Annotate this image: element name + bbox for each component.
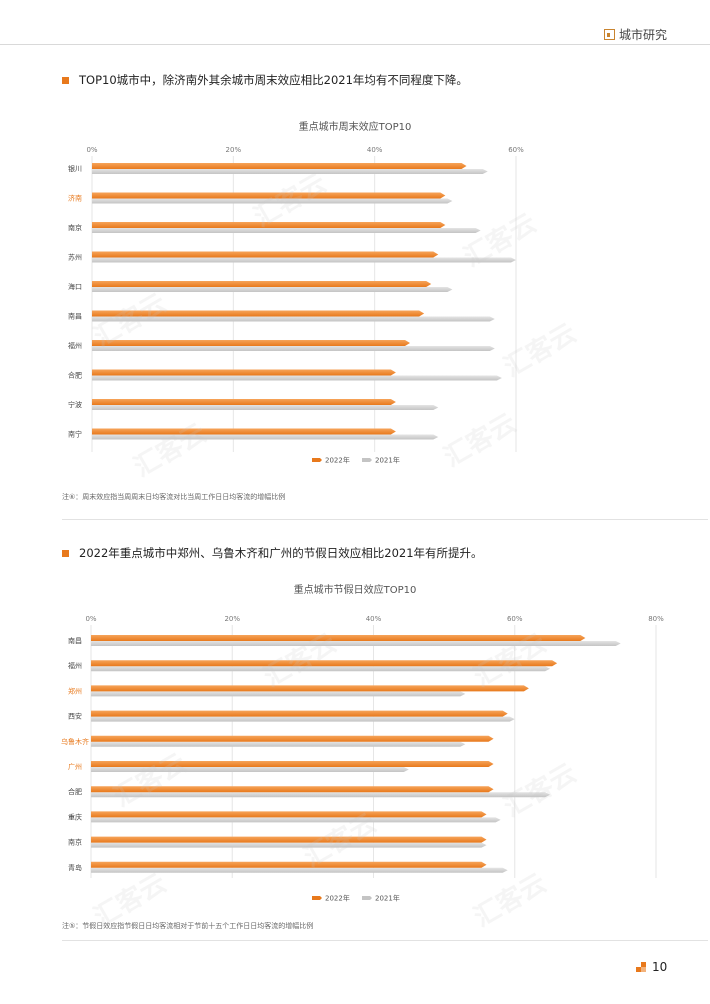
bar-2021 <box>92 434 439 440</box>
section-divider <box>62 519 708 520</box>
bar-2022 <box>91 836 487 843</box>
category-label: 西安 <box>68 712 82 721</box>
bar-2022 <box>91 710 508 717</box>
section-2-title: 2022年重点城市中郑州、乌鲁木齐和广州的节假日效应相比2021年有所提升。 <box>62 545 483 561</box>
bar-2021 <box>91 767 409 772</box>
category-label: 南京 <box>68 838 82 847</box>
chart-2-note: 注⑤：节假日效应指节假日日均客流相对于节前十五个工作日日均客流的增幅比例 <box>62 922 314 930</box>
bar-2022 <box>91 635 586 641</box>
building-icon <box>604 29 615 40</box>
bar-2022 <box>91 685 529 692</box>
bar-2022 <box>92 281 432 287</box>
bar-2021 <box>92 287 453 292</box>
category-label: 济南 <box>68 194 82 203</box>
category-label: 南京 <box>68 223 82 232</box>
x-tick-label: 20% <box>224 615 240 623</box>
category-label: 乌鲁木齐 <box>61 737 89 746</box>
x-tick-label: 20% <box>226 146 242 154</box>
bar-2022 <box>91 811 487 818</box>
bar-2021 <box>91 641 621 646</box>
category-label: 海口 <box>68 282 82 291</box>
bar-2021 <box>92 346 495 351</box>
footer-divider <box>62 940 708 941</box>
bar-2022 <box>92 163 467 169</box>
bar-2021 <box>91 741 466 747</box>
bar-2021 <box>92 228 481 233</box>
legend-label-2022: 2022年 <box>325 894 350 903</box>
page-marker-icon <box>636 962 647 972</box>
page-header: 城市研究 <box>604 26 667 43</box>
chart-1-title: 重点城市周末效应TOP10 <box>298 122 412 133</box>
bar-2022 <box>91 861 487 868</box>
bar-2022 <box>92 369 396 376</box>
bar-2021 <box>92 169 488 174</box>
x-tick-label: 40% <box>367 146 383 154</box>
header-divider <box>0 44 710 45</box>
bar-2021 <box>91 817 501 823</box>
category-label: 银川 <box>68 164 82 173</box>
page-number-text: 10 <box>652 960 668 974</box>
legend-label-2022: 2022年 <box>325 456 350 465</box>
bullet-square-icon <box>62 76 69 84</box>
category-label: 苏州 <box>68 253 82 262</box>
category-label: 郑州 <box>68 687 82 695</box>
category-label: 重庆 <box>68 812 82 821</box>
bar-2021 <box>92 316 495 322</box>
section-1-title: TOP10城市中，除济南外其余城市周末效应相比2021年均有不同程度下降。 <box>62 72 468 88</box>
bar-2022 <box>91 735 494 742</box>
category-label: 福州 <box>68 341 82 350</box>
legend-swatch-2021 <box>362 458 372 462</box>
bar-2021 <box>92 257 516 263</box>
bullet-square-icon <box>62 549 69 557</box>
legend-label-2021: 2021年 <box>375 456 400 465</box>
x-tick-label: 0% <box>86 146 97 154</box>
bar-2022 <box>92 222 446 228</box>
bar-2021 <box>91 842 487 848</box>
bar-2021 <box>91 691 466 697</box>
bar-2022 <box>91 786 494 793</box>
bar-2022 <box>92 310 425 317</box>
category-label: 福州 <box>68 661 82 670</box>
category-label: 南宁 <box>68 430 82 439</box>
x-tick-label: 80% <box>648 615 664 623</box>
chart-2-title: 重点城市节假日效应TOP10 <box>293 585 417 596</box>
page-number: 10 <box>636 960 667 974</box>
category-label: 南昌 <box>68 636 82 645</box>
bar-2021 <box>91 666 551 672</box>
legend-label-2021: 2021年 <box>375 894 400 903</box>
legend-swatch-2021 <box>362 896 372 900</box>
category-label: 合肥 <box>68 787 82 796</box>
bar-2022 <box>92 428 396 435</box>
bar-2022 <box>91 761 494 767</box>
x-tick-label: 60% <box>508 146 524 154</box>
bar-2021 <box>91 792 551 798</box>
chart-1-note: 注⑥：周末效应指当周周末日均客流对比当周工作日日均客流的增幅比例 <box>62 493 286 501</box>
x-tick-label: 60% <box>507 615 523 623</box>
section-1-title-text: TOP10城市中，除济南外其余城市周末效应相比2021年均有不同程度下降。 <box>79 73 468 87</box>
x-tick-label: 40% <box>366 615 382 623</box>
bar-2021 <box>91 716 515 722</box>
category-label: 青岛 <box>68 863 82 872</box>
category-label: 宁波 <box>68 400 82 409</box>
category-label: 广州 <box>68 762 82 771</box>
category-label: 南昌 <box>68 312 82 321</box>
bar-2022 <box>92 192 446 199</box>
bar-2022 <box>92 399 396 405</box>
bar-2021 <box>92 405 439 410</box>
x-tick-label: 0% <box>85 615 96 623</box>
category-label: 合肥 <box>68 371 82 380</box>
bar-2022 <box>92 340 410 346</box>
bar-2022 <box>92 251 439 258</box>
bar-2021 <box>92 198 453 204</box>
bar-2022 <box>91 660 558 667</box>
header-title: 城市研究 <box>619 28 668 42</box>
bar-2021 <box>91 867 508 873</box>
legend-swatch-2022 <box>312 458 322 462</box>
legend-swatch-2022 <box>312 896 322 900</box>
section-2-title-text: 2022年重点城市中郑州、乌鲁木齐和广州的节假日效应相比2021年有所提升。 <box>79 546 483 560</box>
bar-2021 <box>92 375 502 381</box>
